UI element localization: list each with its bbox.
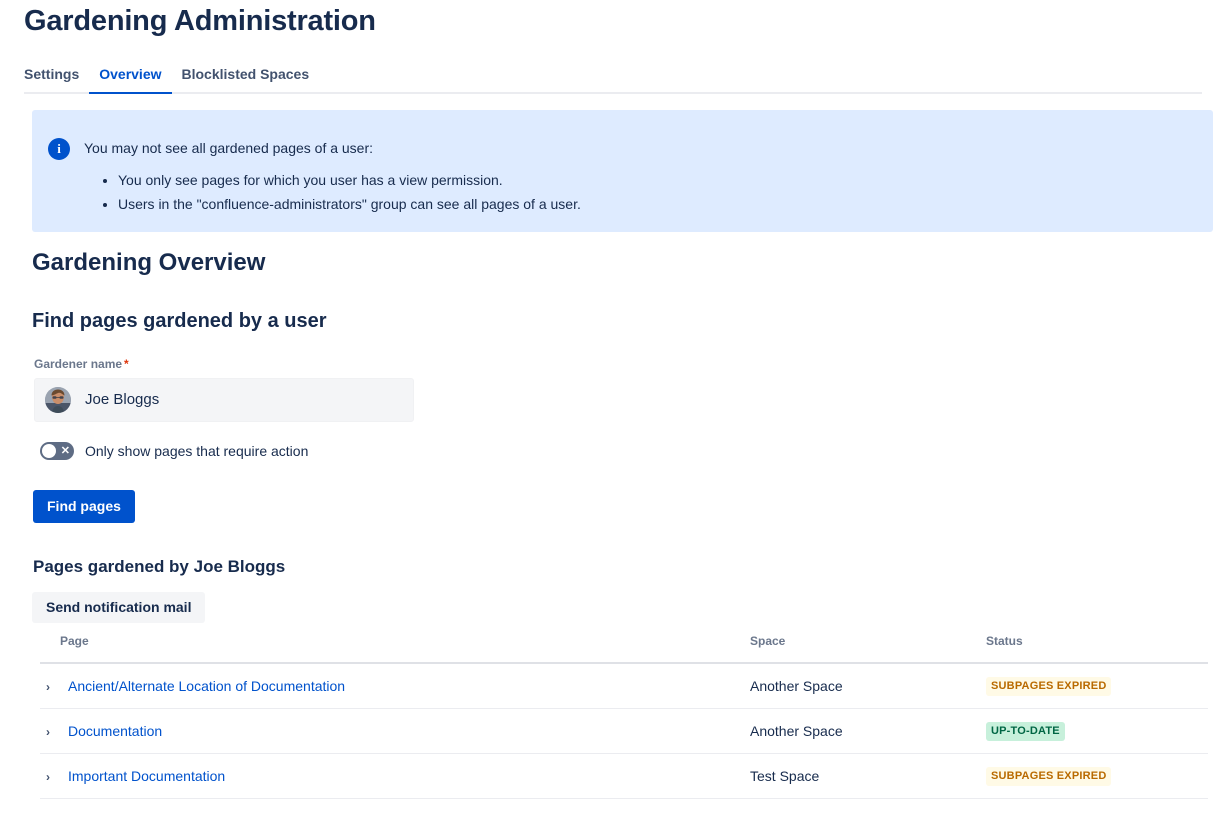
tab-settings[interactable]: Settings (24, 66, 80, 82)
table-row: › Important Documentation Test Space SUBP… (40, 753, 1208, 799)
list-item: You only see pages for which you user ha… (118, 168, 1197, 192)
cell-status: UP-TO-DATE (986, 708, 1208, 754)
table-header-row: Page Space Status (40, 634, 1208, 664)
cell-page: › Important Documentation (40, 753, 750, 799)
tab-bar: Settings Overview Blocklisted Spaces (24, 66, 1202, 94)
find-pages-heading: Find pages gardened by a user (32, 310, 327, 332)
page-link[interactable]: Ancient/Alternate Location of Documentat… (68, 677, 346, 694)
info-banner-lead: You may not see all gardened pages of a … (84, 140, 374, 156)
require-action-toggle-row: ✕ Only show pages that require action (40, 440, 308, 462)
gardener-name-input[interactable]: Joe Bloggs (34, 378, 414, 422)
column-header-page: Page (40, 634, 750, 664)
page-link[interactable]: Documentation (68, 722, 163, 739)
chevron-right-icon[interactable]: › (46, 724, 50, 739)
cell-space: Another Space (750, 708, 986, 754)
info-icon: i (48, 138, 70, 160)
find-pages-button[interactable]: Find pages (33, 490, 135, 523)
column-header-status: Status (986, 634, 1208, 664)
page-link[interactable]: Important Documentation (68, 767, 226, 784)
send-notification-mail-button[interactable]: Send notification mail (32, 592, 206, 623)
column-header-space: Space (750, 634, 986, 664)
cell-status: SUBPAGES EXPIRED (986, 663, 1208, 709)
table-row: › Documentation Another Space UP-TO-DATE (40, 708, 1208, 754)
results-heading: Pages gardened by Joe Bloggs (33, 557, 286, 576)
gardened-pages-table: Page Space Status › Ancient/Alternate Loc… (40, 634, 1208, 799)
require-action-toggle-label: Only show pages that require action (85, 443, 309, 459)
overview-heading: Gardening Overview (32, 249, 266, 276)
info-banner-body: You may not see all gardened pages of a … (84, 124, 1197, 216)
cell-page: › Ancient/Alternate Location of Documenta… (40, 663, 750, 709)
close-icon: ✕ (60, 445, 70, 457)
status-badge: SUBPAGES EXPIRED (986, 676, 1112, 696)
cell-status: SUBPAGES EXPIRED (986, 753, 1208, 799)
toggle-knob (42, 444, 56, 458)
avatar (45, 387, 71, 413)
info-banner: i You may not see all gardened pages of … (32, 110, 1213, 232)
cell-space: Test Space (750, 753, 986, 799)
list-item: Users in the "confluence-administrators"… (118, 192, 1197, 216)
status-badge: SUBPAGES EXPIRED (986, 766, 1112, 786)
require-action-toggle[interactable]: ✕ (40, 442, 74, 460)
chevron-right-icon[interactable]: › (46, 679, 50, 694)
cell-space: Another Space (750, 663, 986, 709)
table-row: › Ancient/Alternate Location of Documenta… (40, 663, 1208, 709)
cell-page: › Documentation (40, 708, 750, 754)
page-title: Gardening Administration (24, 5, 376, 37)
info-banner-list: You only see pages for which you user ha… (84, 168, 1197, 216)
status-badge: UP-TO-DATE (986, 721, 1065, 741)
gardener-name-value: Joe Bloggs (85, 391, 160, 408)
tab-blocklisted-spaces[interactable]: Blocklisted Spaces (181, 66, 310, 82)
required-marker: * (124, 357, 129, 371)
chevron-right-icon[interactable]: › (46, 769, 50, 784)
gardener-name-label-text: Gardener name (34, 357, 123, 371)
gardener-name-label: Gardener name * (34, 356, 129, 372)
tab-overview[interactable]: Overview (89, 66, 172, 94)
